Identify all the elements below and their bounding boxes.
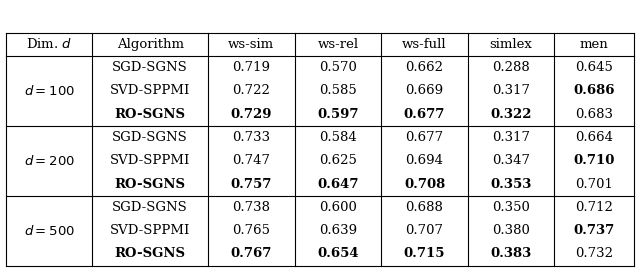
Text: 0.707: 0.707 <box>406 224 444 237</box>
Text: 0.639: 0.639 <box>319 224 357 237</box>
Text: Dim. $d$: Dim. $d$ <box>26 37 72 51</box>
Text: RO-SGNS: RO-SGNS <box>115 178 186 191</box>
Text: 0.584: 0.584 <box>319 131 356 144</box>
Text: 0.597: 0.597 <box>317 108 358 121</box>
Text: RO-SGNS: RO-SGNS <box>115 108 186 121</box>
Text: SVD-SPPMI: SVD-SPPMI <box>110 154 190 167</box>
Text: 0.708: 0.708 <box>404 178 445 191</box>
Text: 0.347: 0.347 <box>492 154 530 167</box>
Text: 0.380: 0.380 <box>492 224 530 237</box>
Text: 0.765: 0.765 <box>232 224 270 237</box>
Text: $d = 100$: $d = 100$ <box>24 84 75 98</box>
Text: 0.722: 0.722 <box>232 84 270 97</box>
Text: 0.662: 0.662 <box>406 61 444 74</box>
Text: 0.288: 0.288 <box>492 61 530 74</box>
Text: 0.570: 0.570 <box>319 61 357 74</box>
Text: 0.737: 0.737 <box>573 224 614 237</box>
Text: $d = 200$: $d = 200$ <box>24 154 75 168</box>
Text: SGD-SGNS: SGD-SGNS <box>112 61 188 74</box>
Text: 0.715: 0.715 <box>404 247 445 260</box>
Text: 0.712: 0.712 <box>575 201 613 214</box>
Text: SGD-SGNS: SGD-SGNS <box>112 201 188 214</box>
Text: 0.729: 0.729 <box>230 108 272 121</box>
Text: 0.669: 0.669 <box>406 84 444 97</box>
Text: 0.317: 0.317 <box>492 84 530 97</box>
Text: 0.664: 0.664 <box>575 131 613 144</box>
Text: ws-rel: ws-rel <box>317 38 358 51</box>
Text: 0.350: 0.350 <box>492 201 530 214</box>
Text: ws-full: ws-full <box>402 38 447 51</box>
Text: 0.686: 0.686 <box>573 84 615 97</box>
Text: 0.647: 0.647 <box>317 178 358 191</box>
Text: 0.747: 0.747 <box>232 154 270 167</box>
Bar <box>6 33 634 266</box>
Text: 0.353: 0.353 <box>490 178 532 191</box>
Text: 0.710: 0.710 <box>573 154 614 167</box>
Text: 0.688: 0.688 <box>406 201 444 214</box>
Text: 0.625: 0.625 <box>319 154 357 167</box>
Text: 0.732: 0.732 <box>575 247 613 260</box>
Text: 0.767: 0.767 <box>230 247 272 260</box>
Text: 0.383: 0.383 <box>490 247 532 260</box>
Text: 0.645: 0.645 <box>575 61 613 74</box>
Text: 0.694: 0.694 <box>406 154 444 167</box>
Text: SGD-SGNS: SGD-SGNS <box>112 131 188 144</box>
Text: 0.683: 0.683 <box>575 108 613 121</box>
Text: 0.738: 0.738 <box>232 201 270 214</box>
Text: 0.585: 0.585 <box>319 84 356 97</box>
Text: 0.733: 0.733 <box>232 131 270 144</box>
Text: ws-sim: ws-sim <box>228 38 275 51</box>
Text: 0.677: 0.677 <box>404 108 445 121</box>
Text: 0.701: 0.701 <box>575 178 613 191</box>
Text: $d = 500$: $d = 500$ <box>24 224 75 238</box>
Text: 0.654: 0.654 <box>317 247 359 260</box>
Text: 0.322: 0.322 <box>490 108 532 121</box>
Text: 0.677: 0.677 <box>406 131 444 144</box>
Text: men: men <box>580 38 609 51</box>
Text: 0.600: 0.600 <box>319 201 357 214</box>
Text: 0.719: 0.719 <box>232 61 270 74</box>
Text: 0.317: 0.317 <box>492 131 530 144</box>
Text: simlex: simlex <box>490 38 532 51</box>
Text: 0.757: 0.757 <box>230 178 272 191</box>
Text: RO-SGNS: RO-SGNS <box>115 247 186 260</box>
Text: SVD-SPPMI: SVD-SPPMI <box>110 224 190 237</box>
Text: Algorithm: Algorithm <box>116 38 184 51</box>
Text: SVD-SPPMI: SVD-SPPMI <box>110 84 190 97</box>
